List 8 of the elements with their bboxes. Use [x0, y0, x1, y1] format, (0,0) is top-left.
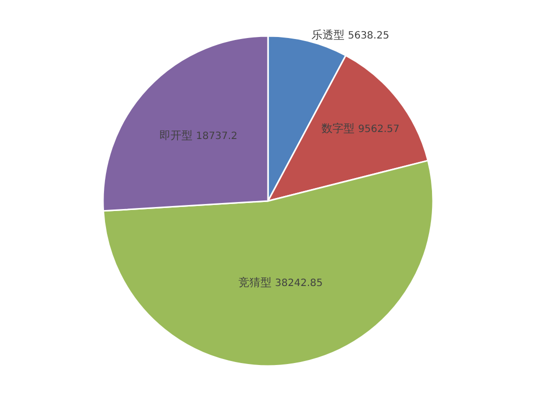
slice-label: 即开型 — [160, 129, 193, 142]
data-label: 18737.2 — [196, 131, 238, 142]
slice-label: 乐透型 — [311, 28, 344, 42]
data-label: 5638.25 — [348, 30, 390, 42]
data-label: 38242.85 — [275, 278, 323, 290]
slice-label: 竞猜型 — [238, 276, 272, 290]
slice-label: 数字型 — [322, 122, 355, 136]
data-label: 9562.57 — [358, 124, 400, 136]
